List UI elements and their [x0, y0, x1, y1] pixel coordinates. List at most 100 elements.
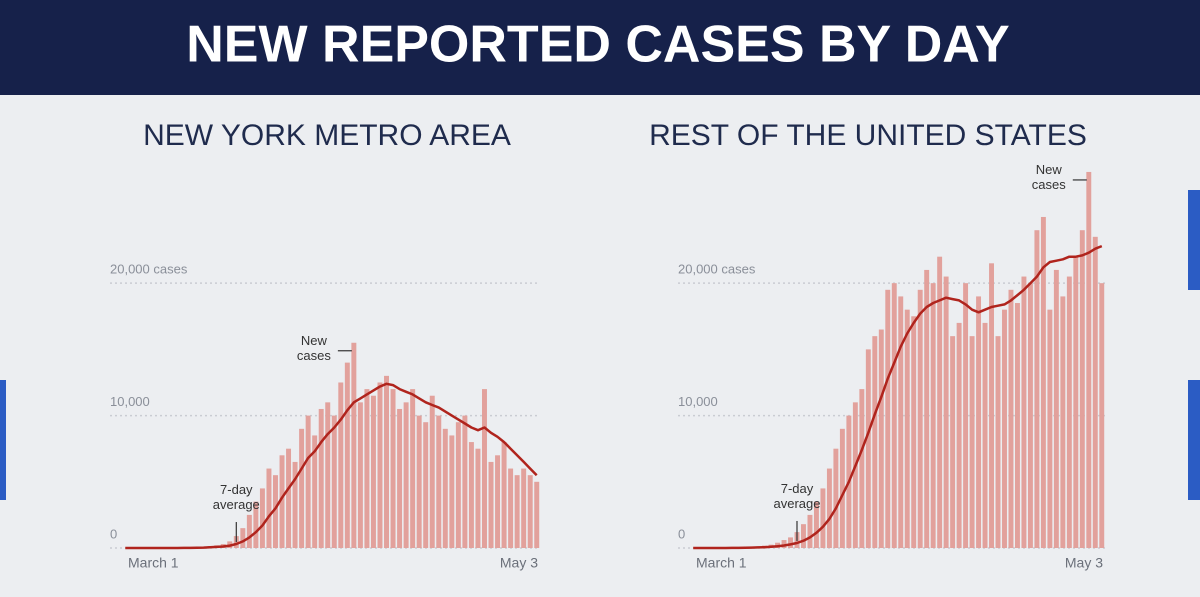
bar	[807, 514, 813, 548]
x-tick-label: March 1	[128, 555, 179, 571]
bar	[826, 468, 832, 548]
bar	[976, 296, 982, 548]
bar	[357, 402, 363, 548]
page-title: NEW REPORTED CASES BY DAY	[186, 16, 1010, 74]
bar	[898, 296, 904, 548]
bar	[982, 322, 988, 548]
annotation: New cases	[1031, 161, 1066, 192]
bar	[1060, 296, 1066, 548]
bar	[292, 461, 298, 548]
bar	[885, 289, 891, 548]
bar	[1066, 276, 1072, 548]
bar	[233, 536, 239, 548]
bar	[995, 336, 1001, 548]
bar	[937, 256, 943, 548]
edge-stripe	[1188, 380, 1200, 500]
annotation-box: New cases	[296, 332, 331, 363]
bar	[1034, 230, 1040, 548]
annotation: New cases	[296, 332, 331, 363]
bar	[917, 289, 923, 548]
bar	[911, 316, 917, 548]
bar	[364, 389, 370, 548]
y-tick-label: 20,000 cases	[110, 262, 188, 277]
bar	[370, 395, 376, 548]
edge-stripe	[0, 380, 6, 500]
bar	[943, 276, 949, 548]
bar	[325, 402, 331, 548]
x-tick-label: March 1	[696, 555, 747, 571]
annotation-box: 7-day average	[212, 482, 260, 513]
bar	[429, 395, 435, 548]
bar	[449, 435, 455, 548]
average-line	[125, 382, 538, 550]
bar	[514, 475, 520, 548]
bar	[1053, 269, 1059, 548]
bar	[455, 422, 461, 548]
bar	[878, 329, 884, 548]
annotation-box: New cases	[1031, 161, 1066, 192]
y-tick-label: 10,000	[678, 394, 718, 409]
average-line	[693, 244, 1103, 550]
bar	[839, 428, 845, 548]
edge-stripe	[1188, 190, 1200, 290]
bar	[930, 283, 936, 548]
bar	[865, 349, 871, 548]
bar	[462, 415, 468, 548]
bar	[813, 501, 819, 548]
bar	[1014, 303, 1020, 548]
bar	[1073, 256, 1079, 548]
bar	[253, 501, 259, 548]
bar	[259, 488, 265, 548]
annotation: 7-day average	[212, 482, 260, 513]
y-tick-label: 10,000	[110, 394, 150, 409]
bar	[1021, 276, 1027, 548]
bar	[240, 528, 246, 548]
bar	[410, 389, 416, 548]
bar	[246, 514, 252, 548]
bar	[475, 448, 481, 548]
bar	[279, 455, 285, 548]
bar	[924, 269, 930, 548]
chart-title: REST OF THE UNITED STATES	[649, 119, 1087, 152]
y-tick-label: 0	[110, 526, 117, 541]
bar	[286, 448, 292, 548]
bar	[1027, 283, 1033, 548]
bar	[891, 283, 897, 548]
bar	[305, 415, 311, 548]
bar	[501, 442, 507, 548]
bar	[788, 537, 793, 548]
bar	[403, 402, 409, 548]
bar	[331, 415, 337, 548]
bar	[1086, 171, 1092, 548]
bar	[1008, 289, 1014, 548]
bar	[521, 468, 527, 548]
x-tick-label: May 3	[500, 555, 538, 571]
y-tick-label: 20,000 cases	[678, 262, 756, 277]
bar	[1040, 216, 1046, 548]
bar	[1002, 309, 1007, 548]
bar	[956, 322, 962, 548]
bar	[872, 336, 878, 548]
bar	[390, 389, 396, 548]
y-tick-label: 0	[678, 526, 685, 541]
bar	[969, 336, 975, 548]
x-tick-label: May 3	[1065, 555, 1103, 571]
bar	[852, 402, 858, 548]
header-band	[0, 0, 1200, 95]
bar	[950, 336, 956, 548]
bar	[833, 448, 839, 548]
bar	[989, 263, 994, 548]
bar	[299, 428, 305, 548]
annotation: 7-day average	[773, 480, 821, 511]
bar	[312, 435, 318, 548]
bar	[397, 408, 403, 548]
chart-title: NEW YORK METRO AREA	[143, 119, 511, 152]
bar	[436, 415, 442, 548]
bar	[781, 540, 787, 548]
bar	[534, 481, 540, 548]
bar	[1099, 283, 1105, 548]
bar	[1047, 309, 1053, 548]
annotation-box: 7-day average	[773, 480, 821, 511]
bar	[488, 461, 494, 548]
